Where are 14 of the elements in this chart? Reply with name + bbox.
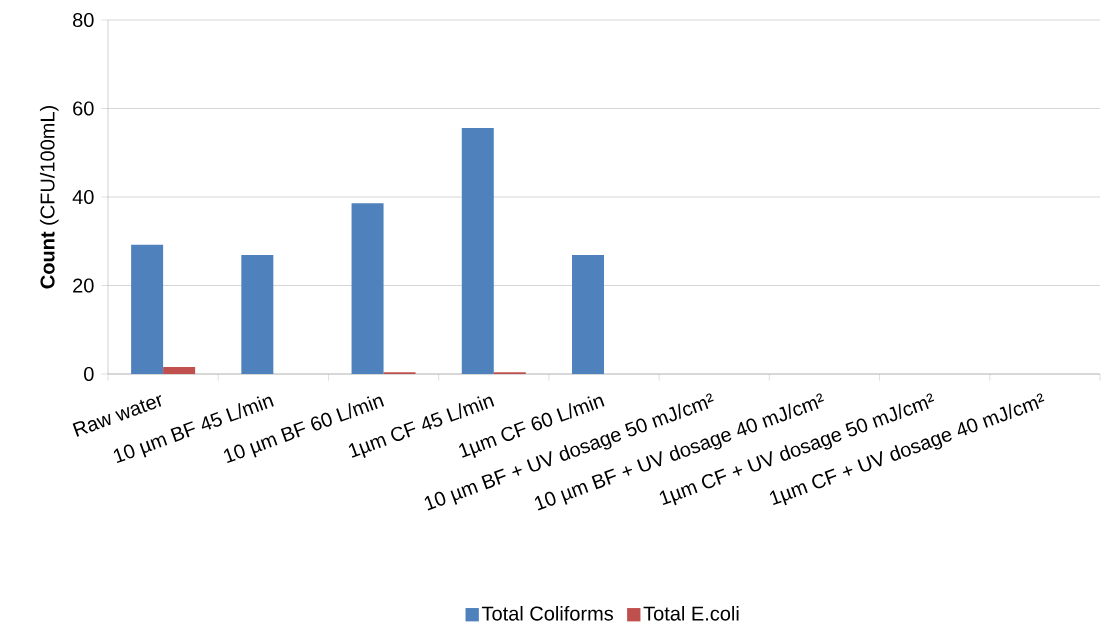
y-tick-label: 40 [72,189,94,205]
bar [572,254,604,374]
bar [461,127,494,374]
y-tick-label: 20 [73,278,94,293]
bar [163,366,196,374]
legend-label: Total E.coli [643,605,739,621]
legend-label: Total Coliforms [481,605,614,621]
y-axis-title: Count (CFU/100mL) [39,106,59,289]
y-tick-label: 80 [73,12,94,28]
y-tick-label: 60 [73,101,94,116]
bar [351,203,384,374]
y-tick-label: 0 [84,366,94,382]
bar [131,244,164,374]
bar [241,254,274,374]
